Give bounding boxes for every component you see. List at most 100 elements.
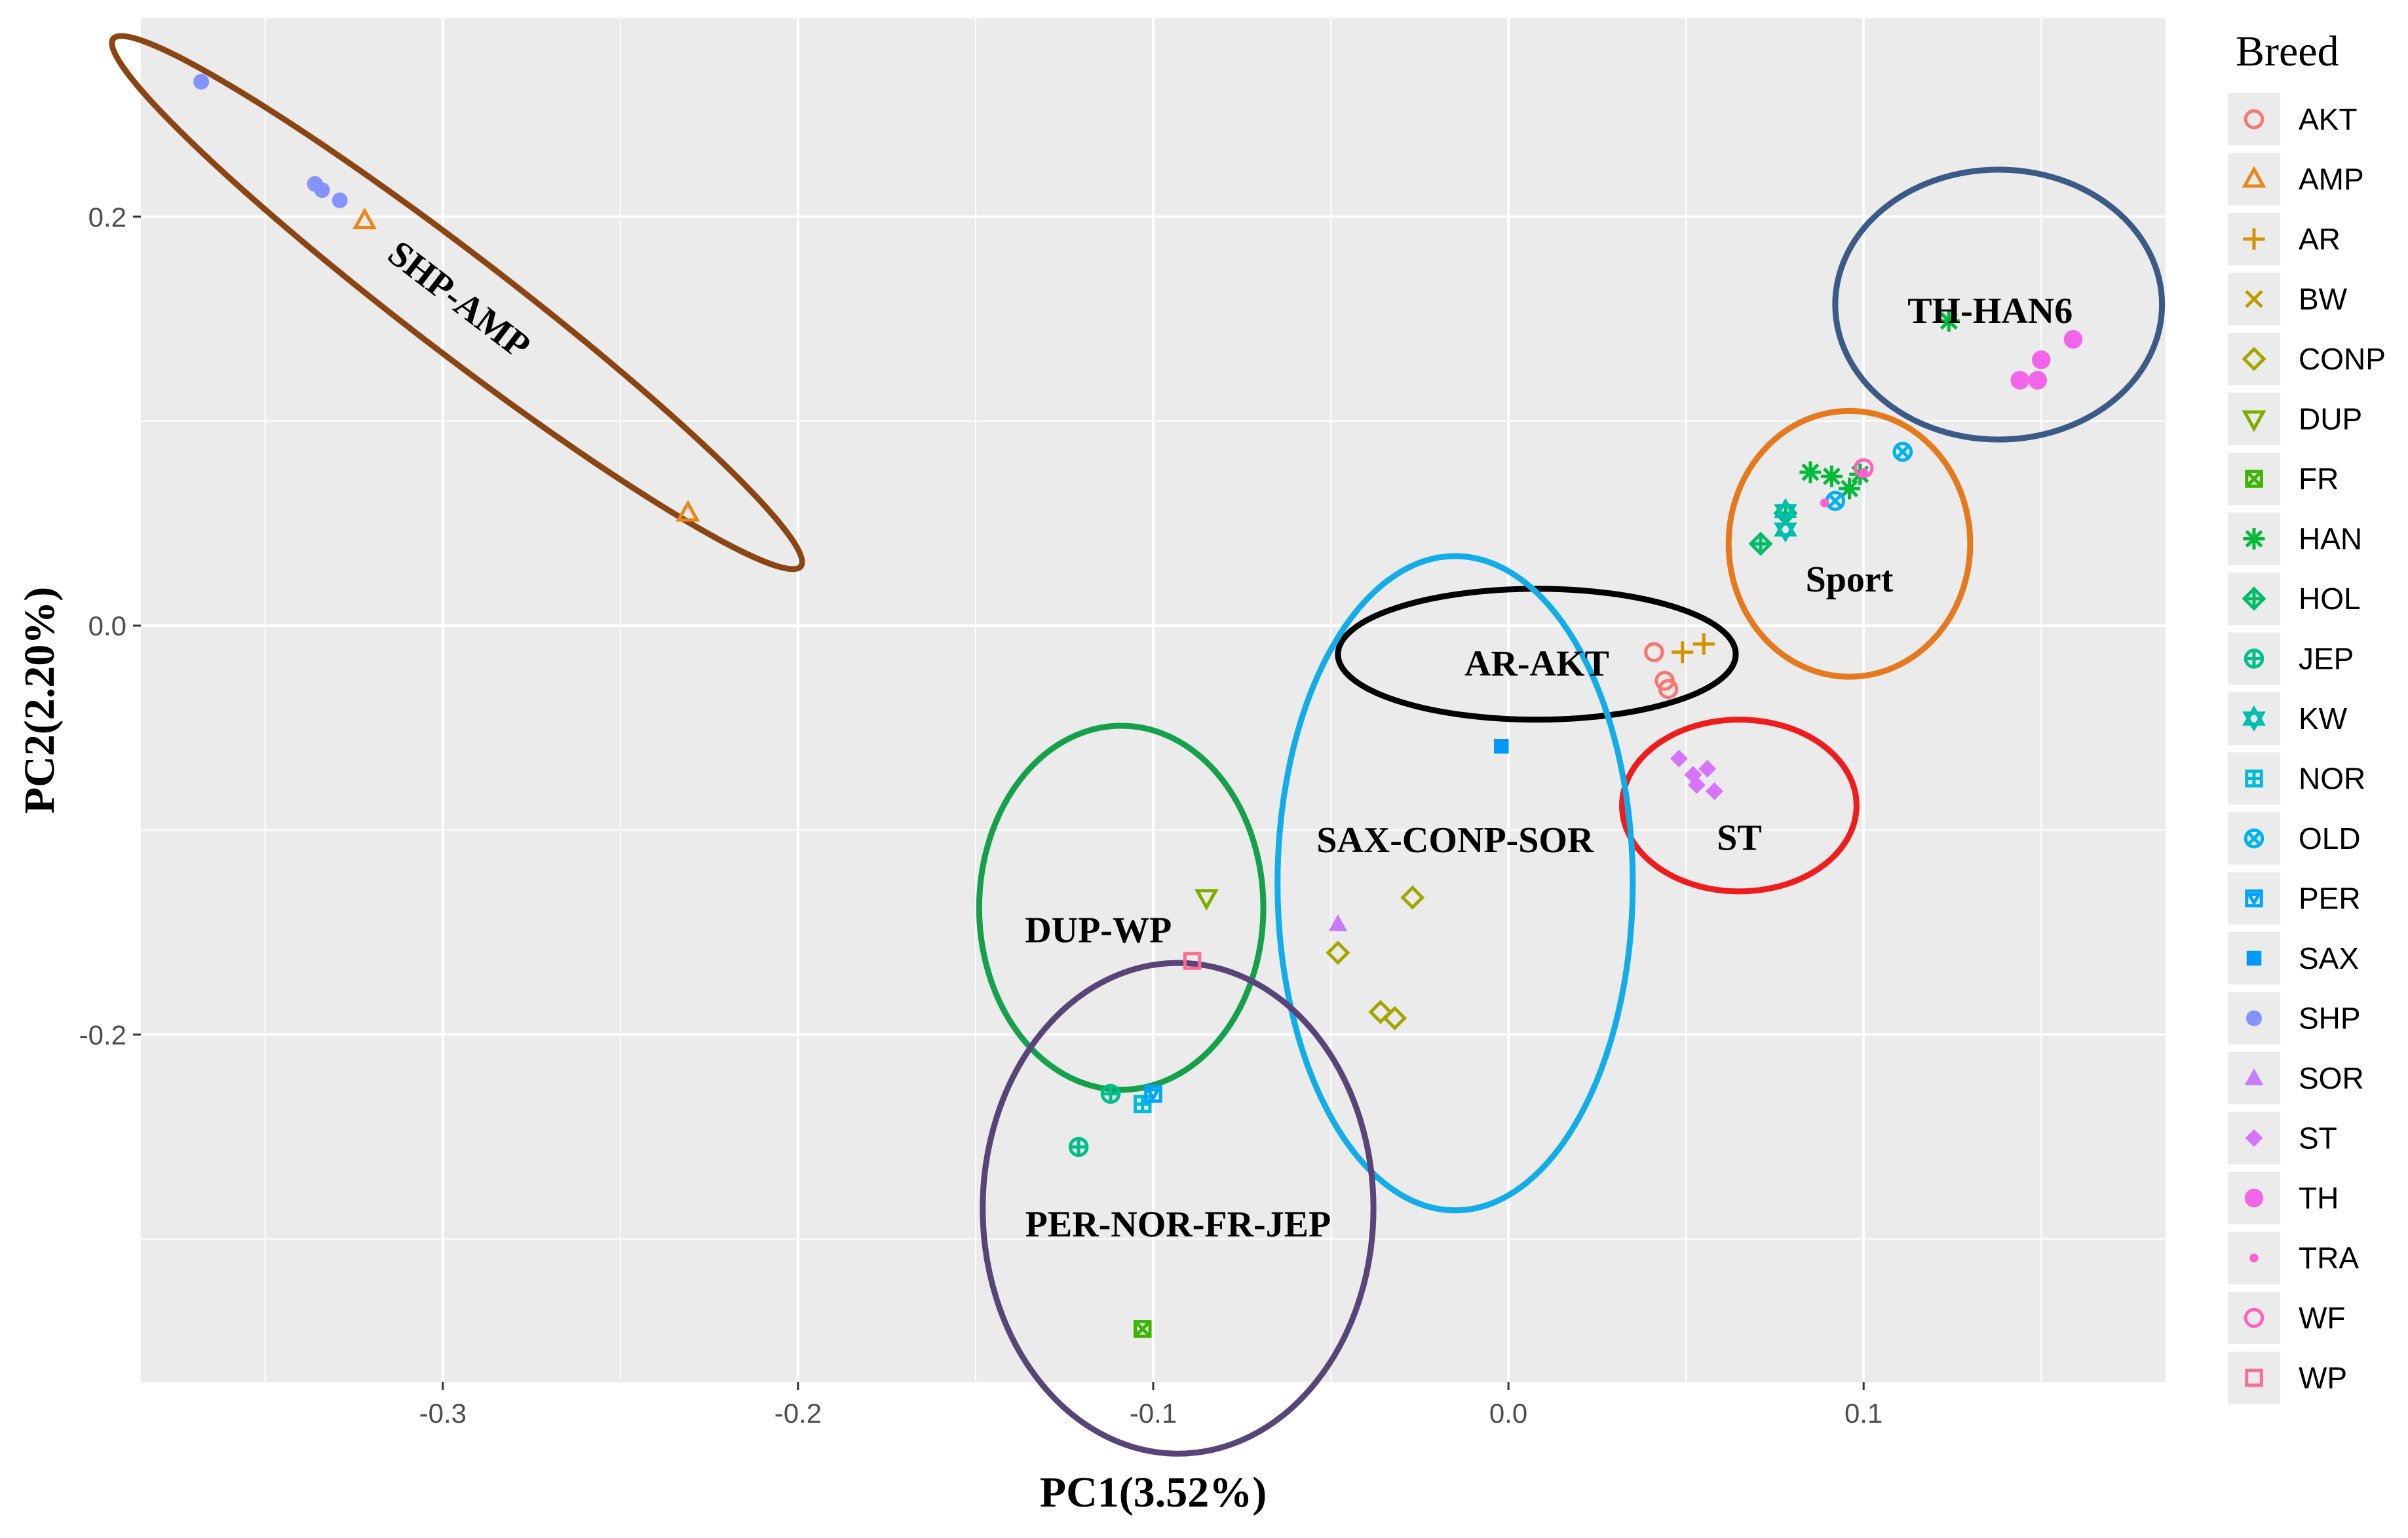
legend-label: PER [2299, 882, 2361, 916]
point-han [1820, 465, 1843, 487]
legend-item-shp: SHP [2228, 992, 2361, 1045]
legend-item-wf: WF [2228, 1292, 2346, 1344]
axis-ticks: -0.3 -0.2 -0.1 0.0 0.1 -0.2 0.0 0.2 [79, 202, 1883, 1429]
cluster-ellipse-th-han6 [1832, 166, 2166, 443]
cluster-ellipses [109, 33, 2166, 1457]
legend-label: HAN [2299, 522, 2362, 556]
legend-item-hol: HOL [2228, 572, 2361, 625]
legend-key-wp [2245, 1368, 2263, 1387]
point-conp [1400, 885, 1425, 910]
legend-key-han [2243, 528, 2265, 550]
point-han [1799, 461, 1822, 483]
grid-major [141, 18, 2166, 1382]
data-points [193, 73, 2083, 1338]
cluster-label-dup-wp: DUP-WP [1025, 910, 1172, 951]
legend-item-bw: BW [2228, 272, 2348, 326]
legend-item-han: HAN [2228, 512, 2362, 565]
legend-key-background [2228, 1351, 2280, 1404]
point-tra [1820, 498, 1829, 508]
point-th [2032, 350, 2051, 369]
point-st [1706, 782, 1724, 800]
legend-item-tra: TRA [2228, 1231, 2359, 1285]
point-conp [1368, 1000, 1393, 1024]
point-conp [1326, 940, 1350, 966]
point-wp [1183, 952, 1202, 970]
legend-label: SOR [2299, 1061, 2364, 1095]
legend-key-tra [2249, 1253, 2259, 1263]
legend-item-kw: KW [2228, 692, 2348, 745]
legend-key-nor [2245, 769, 2263, 788]
cluster-ellipse-st [1619, 717, 1860, 895]
legend-key-background [2228, 1292, 2280, 1344]
legend-item-conp: CONP [2228, 333, 2386, 385]
grid-minor [141, 18, 2166, 1382]
legend-label: FR [2299, 462, 2339, 496]
legend-key-background [2228, 93, 2280, 145]
point-sor [1328, 914, 1348, 931]
legend-item-amp: AMP [2228, 153, 2364, 206]
y-tick-label: 0.2 [88, 202, 126, 233]
cluster-label-sax-conp-sor: SAX-CONP-SOR [1316, 820, 1594, 861]
point-st [1670, 749, 1688, 768]
legend-label: ST [2299, 1121, 2337, 1155]
point-amp [676, 500, 700, 522]
legend-key-sax [2246, 950, 2262, 966]
legend-key-bw [2245, 290, 2263, 309]
x-tick-label: 0.1 [1844, 1398, 1882, 1429]
legend-label: AR [2299, 222, 2341, 256]
legend-label: AMP [2299, 162, 2364, 197]
legend-key-dup [2242, 410, 2266, 432]
cluster-label-sport: Sport [1806, 559, 1894, 600]
legend-label: OLD [2299, 821, 2361, 855]
legend-item-sor: SOR [2228, 1052, 2364, 1104]
legend-key-th [2244, 1188, 2264, 1208]
legend-item-sax: SAX [2228, 932, 2359, 985]
x-tick-label: -0.1 [1130, 1398, 1177, 1429]
cluster-ellipse-dup-wp [976, 722, 1267, 1093]
cluster-ellipse-sport [1725, 407, 1974, 680]
point-shp [332, 192, 348, 208]
point-st [1687, 776, 1706, 795]
legend-key-akt [2244, 109, 2265, 130]
point-nor [1133, 1095, 1152, 1114]
point-amp [353, 207, 377, 230]
legend-key-conp [2242, 347, 2266, 371]
legend-item-akt: AKT [2228, 93, 2357, 145]
legend-label: HOL [2299, 582, 2361, 616]
point-fr [1133, 1320, 1152, 1338]
point-th [2010, 371, 2029, 390]
legend-key-kw [2242, 705, 2266, 732]
point-th [2063, 329, 2083, 349]
legend-key-old [2244, 828, 2265, 849]
legend-item-nor: NOR [2228, 752, 2365, 805]
point-dup [1194, 889, 1219, 911]
point-han [1839, 478, 1861, 500]
legend-label: NOR [2299, 762, 2365, 796]
y-axis-title: PC2(2.20%) [16, 587, 64, 814]
legend-item-ar: AR [2228, 213, 2341, 265]
legend-key-per [2245, 889, 2263, 908]
legend-item-th: TH [2228, 1172, 2339, 1224]
x-tick-label: -0.2 [774, 1398, 822, 1429]
point-st [1698, 760, 1717, 778]
legend-key-background [2228, 692, 2280, 745]
legend-item-st: ST [2228, 1112, 2337, 1165]
legend-key-ar [2243, 228, 2265, 250]
legend-key-wf [2244, 1307, 2265, 1328]
point-jep [1068, 1136, 1089, 1157]
legend-item-old: OLD [2228, 812, 2361, 865]
legend-item-dup: DUP [2228, 392, 2362, 445]
legend: AKT AMP AR BW CONP DUP FR HAN HOL JEP KW NOR OLD PER S… [2228, 93, 2386, 1404]
legend-key-st [2245, 1129, 2263, 1147]
legend-key-background [2228, 153, 2280, 206]
legend-item-wp: WP [2228, 1351, 2347, 1404]
legend-key-amp [2242, 166, 2266, 188]
x-tick-label: -0.3 [419, 1398, 467, 1429]
cluster-ellipse-per-nor-fr-jep [980, 960, 1377, 1457]
legend-key-hol [2242, 586, 2266, 611]
point-jep [1100, 1083, 1121, 1104]
point-shp [314, 182, 330, 198]
legend-label: DUP [2299, 402, 2362, 436]
point-ar [1692, 633, 1715, 655]
legend-label: CONP [2299, 342, 2386, 376]
